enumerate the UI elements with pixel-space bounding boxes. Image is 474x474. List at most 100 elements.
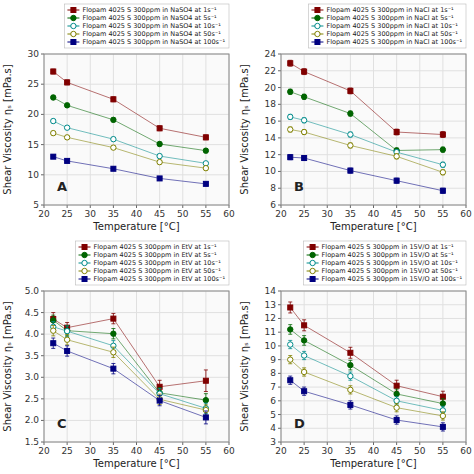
error-bar bbox=[395, 129, 399, 135]
point bbox=[302, 323, 307, 328]
y-axis-label: Shear Viscosity ηₛ [mPa.s] bbox=[2, 64, 13, 194]
series-line bbox=[53, 157, 206, 184]
error-cap bbox=[302, 376, 306, 377]
error-bar bbox=[111, 347, 115, 357]
point bbox=[288, 378, 293, 383]
error-bar bbox=[302, 336, 306, 346]
x-axis-label: Temperature [°C] bbox=[92, 221, 179, 232]
x-axis-label: Temperature [°C] bbox=[329, 458, 416, 469]
error-cap bbox=[158, 387, 162, 388]
tick-label: 50 bbox=[177, 209, 189, 219]
error-cap bbox=[51, 335, 55, 336]
tick-label: 45 bbox=[154, 209, 165, 219]
error-cap bbox=[395, 380, 399, 381]
error-cap bbox=[51, 315, 55, 316]
tick-label: 11 bbox=[265, 327, 276, 337]
point bbox=[65, 348, 70, 353]
legend-swatch bbox=[310, 260, 315, 265]
point bbox=[394, 178, 399, 183]
error-bar bbox=[441, 147, 445, 152]
panel-label: C bbox=[57, 416, 67, 431]
grid-line bbox=[281, 359, 466, 360]
grid-line bbox=[281, 304, 466, 305]
error-cap bbox=[441, 422, 445, 423]
error-bar bbox=[111, 118, 115, 122]
tick-label: 3 bbox=[270, 437, 276, 447]
error-cap bbox=[111, 340, 115, 341]
error-cap bbox=[441, 420, 445, 421]
error-cap bbox=[288, 348, 292, 349]
legend-swatch bbox=[82, 252, 87, 257]
legend-label: Flopam 4025 S 300ppm in 15V/O at 50s⁻¹ bbox=[322, 267, 459, 275]
point bbox=[302, 156, 307, 161]
tick-label: 15 bbox=[28, 140, 39, 150]
plot-area bbox=[281, 54, 466, 205]
error-bar bbox=[51, 131, 55, 135]
series-line bbox=[53, 97, 206, 150]
error-bar bbox=[65, 335, 69, 345]
point bbox=[203, 397, 208, 402]
tick-label: 8 bbox=[270, 368, 276, 378]
point bbox=[111, 331, 116, 336]
point bbox=[111, 97, 116, 102]
error-bar bbox=[111, 137, 115, 141]
tick-label: 45 bbox=[391, 209, 402, 219]
point bbox=[301, 94, 306, 99]
error-bar bbox=[395, 404, 399, 412]
point bbox=[288, 357, 293, 362]
chart: 20253035404550556051015202530ATemperatur… bbox=[0, 0, 474, 474]
legend-label: Flopam 4025 S 300ppm in NaCl at 10s⁻¹ bbox=[326, 22, 458, 30]
tick-label: 20 bbox=[38, 446, 50, 456]
tick-label: 4 bbox=[270, 423, 276, 433]
tick-label: 12 bbox=[265, 313, 276, 323]
error-bar bbox=[288, 114, 292, 119]
legend-label: Flopam 4025 S 300ppm in EtV at 5s⁻¹ bbox=[94, 251, 218, 259]
error-bar bbox=[348, 347, 352, 358]
legend: Flopam 4025 S 300ppm in NaCl at 1s⁻¹Flop… bbox=[308, 4, 466, 48]
legend-swatch bbox=[71, 8, 76, 13]
point bbox=[440, 401, 445, 406]
error-cap bbox=[302, 345, 306, 346]
error-bar bbox=[395, 154, 399, 159]
error-cap bbox=[111, 357, 115, 358]
error-bar bbox=[111, 97, 115, 102]
series-line bbox=[290, 345, 443, 411]
legend-label: Flopam 4025 S 300ppm in NaSO4 at 5s⁻¹ bbox=[82, 14, 217, 22]
error-bar bbox=[348, 88, 352, 94]
legend-label: Flopam 4025 S 300ppm in 15V/O at 1s⁻¹ bbox=[322, 243, 455, 251]
legend-swatch bbox=[71, 40, 76, 45]
tick-label: 25 bbox=[61, 209, 72, 219]
grid-line bbox=[281, 137, 466, 138]
error-bar bbox=[204, 166, 208, 170]
error-bar bbox=[65, 326, 69, 336]
error-bar bbox=[302, 156, 306, 161]
tick-label: 25 bbox=[28, 79, 39, 89]
point bbox=[51, 130, 56, 135]
error-cap bbox=[395, 389, 399, 390]
error-bar bbox=[65, 80, 69, 85]
grid-line bbox=[281, 154, 466, 155]
tick-label: 20 bbox=[265, 83, 277, 93]
tick-label: 5.0 bbox=[25, 286, 40, 296]
grid-line bbox=[419, 54, 420, 205]
error-bar bbox=[348, 360, 352, 370]
grid-line bbox=[67, 291, 68, 442]
point bbox=[157, 159, 162, 164]
tick-label: 55 bbox=[437, 446, 448, 456]
error-cap bbox=[204, 391, 208, 392]
grid-line bbox=[159, 291, 160, 442]
error-cap bbox=[111, 363, 115, 364]
error-bar bbox=[302, 94, 306, 99]
error-bar bbox=[204, 135, 208, 140]
point bbox=[348, 111, 353, 116]
point bbox=[394, 405, 399, 410]
point bbox=[51, 154, 56, 159]
error-bar bbox=[51, 69, 55, 74]
tick-label: 35 bbox=[108, 446, 119, 456]
plot-area bbox=[281, 291, 466, 442]
tick-label: 20 bbox=[28, 109, 40, 119]
error-bar bbox=[51, 338, 55, 348]
point bbox=[440, 188, 445, 193]
grid-line bbox=[44, 420, 229, 421]
legend-label: Flopam 4025 S 300ppm in EtV at 100s⁻¹ bbox=[94, 275, 226, 283]
